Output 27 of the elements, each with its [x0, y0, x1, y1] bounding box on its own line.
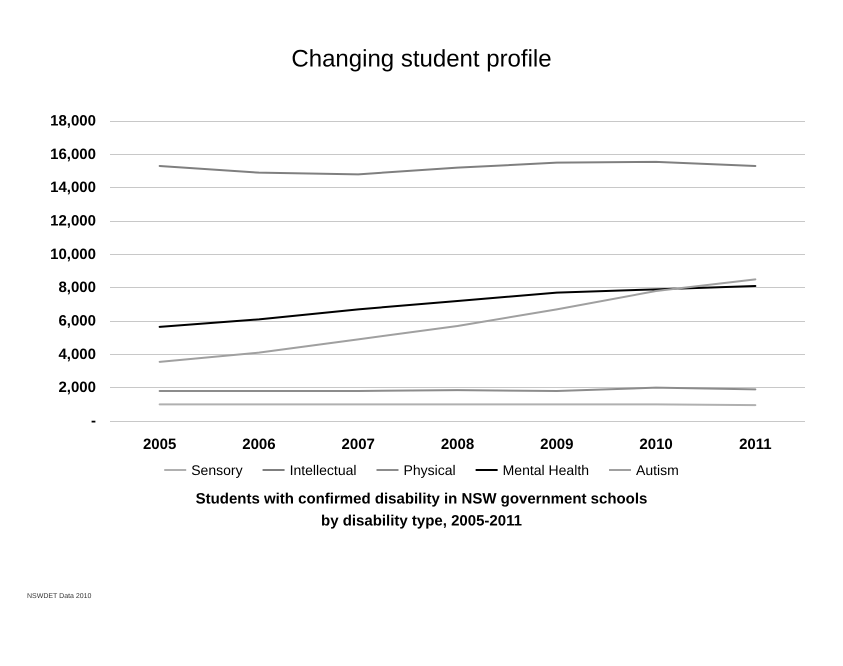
x-tick-label: 2007	[342, 436, 375, 453]
line-series	[158, 160, 756, 176]
x-tick-label: 2005	[142, 436, 176, 453]
x-tick-label: 2008	[440, 436, 474, 453]
legend-label: Intellectual	[290, 462, 357, 478]
y-tick-label: -	[91, 412, 96, 430]
line-series	[158, 278, 756, 363]
legend-label: Autism	[636, 462, 679, 478]
y-tick-label: 14,000	[50, 179, 96, 196]
legend-label: Sensory	[191, 462, 243, 478]
y-tick-label: 2,000	[58, 379, 96, 396]
line-series	[158, 285, 756, 328]
x-tick-label: 2009	[540, 436, 574, 453]
chart-title: Changing student profile	[291, 46, 552, 72]
y-tick-label: 6,000	[58, 312, 96, 330]
y-tick-label: 16,000	[50, 146, 96, 163]
y-tick-label: 4,000	[58, 346, 96, 363]
legend-label: Mental Health	[502, 462, 590, 478]
legend-label: Physical	[403, 462, 456, 478]
y-tick-label: 8,000	[58, 279, 96, 296]
x-tick-label: 2010	[639, 436, 673, 453]
y-tick-label: 12,000	[50, 212, 96, 230]
y-tick-label: 18,000	[50, 112, 96, 130]
x-tick-label: 2006	[242, 436, 276, 453]
text: Students with confirmed disability in NSW government schools by disability type, 2005-2011	[196, 490, 648, 530]
x-tick-label: 2011	[739, 436, 772, 453]
y-tick-label: 10,000	[50, 246, 96, 263]
